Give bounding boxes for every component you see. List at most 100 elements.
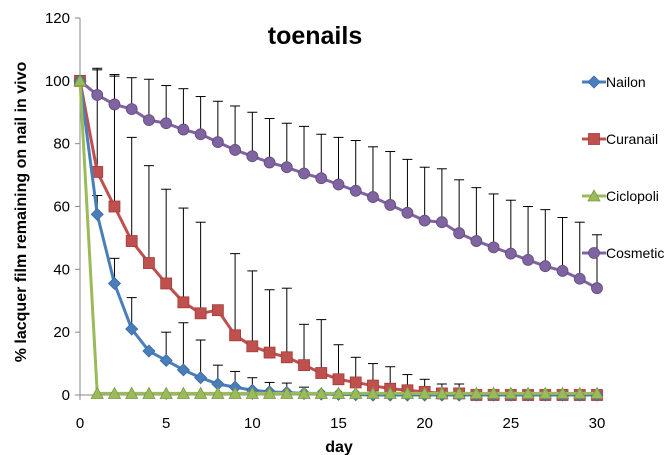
legend: Nailon Curanail Ciclopoli Cosmetic bbox=[582, 74, 664, 261]
y-tick-label: 40 bbox=[53, 261, 70, 278]
data-point bbox=[125, 235, 138, 247]
data-point bbox=[556, 265, 569, 277]
data-point bbox=[91, 89, 104, 101]
data-point bbox=[332, 178, 345, 191]
data-point bbox=[366, 386, 380, 399]
data-point bbox=[228, 386, 242, 399]
data-point bbox=[538, 386, 552, 399]
x-tick-label: 20 bbox=[416, 415, 433, 432]
data-point bbox=[142, 386, 156, 399]
legend-label: Nailon bbox=[606, 74, 646, 90]
data-point bbox=[332, 373, 345, 386]
data-point bbox=[367, 191, 379, 203]
data-point bbox=[194, 371, 208, 385]
y-axis-title: % lacquer film remaining on nail in vivo bbox=[13, 62, 30, 363]
data-point bbox=[504, 386, 518, 399]
data-point bbox=[539, 260, 552, 273]
data-point bbox=[522, 254, 534, 266]
x-tick-label: 10 bbox=[244, 415, 261, 432]
data-point bbox=[591, 282, 603, 295]
data-point bbox=[504, 247, 517, 260]
x-tick-label: 0 bbox=[76, 415, 84, 432]
data-point bbox=[108, 200, 121, 213]
data-point bbox=[418, 214, 431, 227]
data-point bbox=[469, 386, 484, 399]
data-point bbox=[90, 386, 104, 399]
data-point bbox=[246, 340, 259, 353]
data-point bbox=[573, 386, 587, 399]
legend-label: Ciclopoli bbox=[606, 188, 659, 204]
data-point bbox=[298, 167, 310, 180]
data-point bbox=[349, 386, 363, 399]
data-point bbox=[263, 156, 276, 169]
data-point bbox=[262, 386, 277, 399]
data-point bbox=[211, 304, 224, 317]
data-point bbox=[453, 227, 466, 240]
data-point bbox=[487, 241, 500, 254]
legend-marker bbox=[587, 75, 601, 89]
data-point bbox=[193, 386, 208, 399]
data-point bbox=[125, 322, 139, 336]
data-point bbox=[263, 346, 276, 359]
data-point bbox=[107, 386, 122, 399]
data-point bbox=[297, 386, 311, 399]
data-point bbox=[573, 272, 586, 285]
data-point bbox=[521, 386, 535, 399]
data-point bbox=[211, 136, 224, 148]
y-tick-label: 60 bbox=[53, 199, 70, 216]
data-point bbox=[108, 98, 121, 111]
y-tick-label: 0 bbox=[62, 387, 70, 404]
data-point bbox=[435, 386, 449, 399]
data-point bbox=[229, 329, 242, 342]
x-tick-label: 30 bbox=[589, 415, 606, 432]
data-point bbox=[143, 257, 155, 269]
data-point bbox=[90, 207, 104, 221]
data-point bbox=[246, 150, 259, 163]
data-point bbox=[125, 386, 139, 399]
data-point bbox=[383, 386, 397, 399]
data-point bbox=[555, 386, 570, 399]
data-point bbox=[349, 184, 362, 197]
data-point bbox=[177, 123, 190, 136]
data-point bbox=[315, 172, 328, 185]
data-point bbox=[401, 206, 414, 219]
legend-marker bbox=[588, 247, 600, 259]
x-tick-label: 5 bbox=[162, 415, 170, 432]
data-point bbox=[315, 367, 328, 379]
data-point bbox=[452, 386, 466, 399]
data-point bbox=[176, 386, 191, 399]
legend-marker bbox=[587, 189, 601, 202]
data-point bbox=[176, 363, 190, 377]
data-point bbox=[470, 235, 483, 247]
data-point bbox=[590, 386, 604, 399]
data-point bbox=[160, 277, 173, 290]
data-point bbox=[211, 386, 225, 399]
y-tick-label: 120 bbox=[45, 10, 70, 27]
y-tick-label: 80 bbox=[53, 136, 70, 153]
plot-area: 0 20 40 60 80 100 120 0 5 10 15 20 25 30 bbox=[45, 10, 605, 432]
y-tick-label: 20 bbox=[53, 324, 70, 341]
data-point bbox=[159, 353, 173, 368]
x-axis-title: day bbox=[325, 439, 353, 455]
data-point bbox=[298, 359, 310, 372]
data-point bbox=[177, 296, 190, 309]
data-point bbox=[159, 386, 173, 399]
legend-label: Curanail bbox=[606, 131, 658, 147]
data-point bbox=[245, 386, 260, 399]
data-point bbox=[194, 128, 207, 141]
data-point bbox=[142, 344, 156, 358]
data-point bbox=[314, 386, 328, 399]
legend-label: Cosmetic bbox=[606, 245, 664, 261]
data-point bbox=[194, 307, 207, 320]
legend-marker bbox=[588, 133, 600, 145]
data-point bbox=[160, 117, 173, 130]
data-point bbox=[486, 386, 501, 399]
data-point bbox=[143, 114, 155, 127]
x-tick-label: 15 bbox=[330, 415, 347, 432]
data-point bbox=[280, 161, 293, 174]
data-point bbox=[400, 386, 415, 399]
data-point bbox=[73, 73, 87, 87]
data-point bbox=[349, 376, 362, 389]
y-tick-label: 100 bbox=[45, 73, 70, 90]
